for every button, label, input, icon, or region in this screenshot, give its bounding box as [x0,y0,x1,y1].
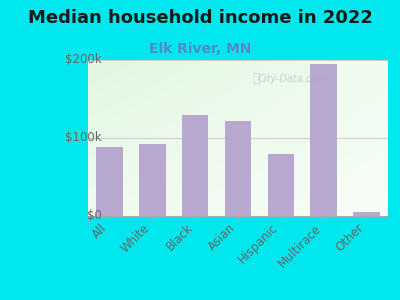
Text: $100k: $100k [65,131,102,145]
Text: $0: $0 [86,209,102,223]
Text: Median household income in 2022: Median household income in 2022 [28,9,372,27]
Text: $200k: $200k [65,53,102,67]
Bar [139,144,166,216]
Bar [182,115,208,216]
Text: Elk River, MN: Elk River, MN [149,42,251,56]
Bar [225,121,251,216]
Bar [353,212,380,216]
Bar [268,154,294,216]
Text: City-Data.com: City-Data.com [257,74,327,84]
Text: ⌕: ⌕ [252,72,260,85]
Bar [310,64,337,216]
Bar [96,147,123,216]
